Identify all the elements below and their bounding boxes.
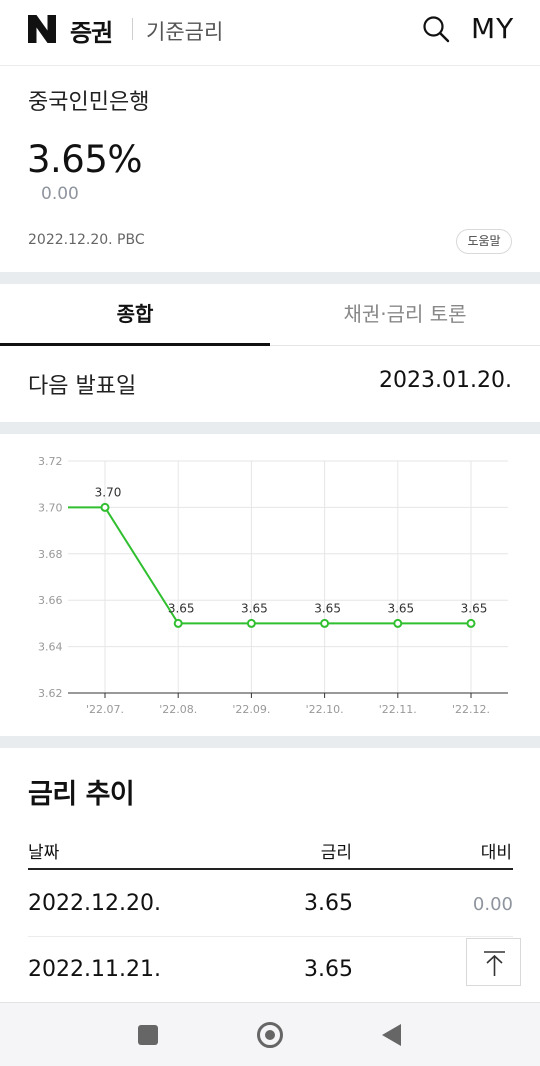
tab-bond-rate-forum[interactable]: 채권·금리 토론 <box>343 302 467 326</box>
my-button[interactable]: MY <box>471 12 515 45</box>
row-rate: 3.65 <box>304 891 353 916</box>
y-tick-label: 3.72 <box>38 455 63 468</box>
row-date: 2022.12.20. <box>28 891 161 916</box>
rate-chart-svg: 3.72 3.70 3.68 3.66 3.64 3.62 '22.07. '22.08. '2… <box>38 455 508 716</box>
rate-line-chart: 3.72 3.70 3.68 3.66 3.64 3.62 '22.07. '22.08. '2… <box>0 446 540 736</box>
data-label: 3.70 <box>95 485 122 499</box>
table-header-line <box>28 868 513 870</box>
table-row: 2022.11.21. 3.65 <box>28 937 513 1003</box>
x-tick-label: '22.11. <box>379 703 417 716</box>
data-point <box>320 618 330 628</box>
brand-title[interactable]: 증권 <box>70 19 113 47</box>
row-date: 2022.11.21. <box>28 957 161 982</box>
data-label: 3.65 <box>241 601 268 615</box>
arrow-up-to-top-icon <box>484 951 505 976</box>
x-tick-label: '22.12. <box>452 703 490 716</box>
next-release-date: 2023.01.20. <box>379 368 512 393</box>
system-nav-bar <box>0 1002 540 1066</box>
column-header-diff: 대비 <box>480 843 512 863</box>
triangle-back-icon[interactable] <box>382 1024 401 1046</box>
scroll-top-button[interactable] <box>466 938 521 986</box>
tab-bar: 종합 채권·금리 토론 <box>0 284 540 346</box>
section-divider <box>0 422 540 434</box>
y-tick-label: 3.62 <box>38 687 63 700</box>
data-label: 3.65 <box>168 601 195 615</box>
data-point <box>173 618 183 628</box>
rate-date-source: 2022.12.20. PBC <box>28 232 145 248</box>
section-title: 기준금리 <box>146 20 224 44</box>
row-rate: 3.65 <box>304 957 353 982</box>
next-release-label: 다음 발표일 <box>28 374 137 399</box>
naver-logo-icon[interactable] <box>28 13 56 45</box>
tab-overview[interactable]: 종합 <box>0 284 270 346</box>
top-bar: 증권 기준금리 MY <box>0 0 540 66</box>
data-point <box>393 618 403 628</box>
x-tick-label: '22.09. <box>232 703 270 716</box>
section-divider <box>0 736 540 748</box>
x-tick-label: '22.08. <box>159 703 197 716</box>
bank-name: 중국인민은행 <box>28 90 150 115</box>
header-divider <box>132 18 133 40</box>
y-tick-label: 3.68 <box>38 548 63 561</box>
table-row: 2022.12.20. 3.65 0.00 <box>28 871 513 937</box>
column-header-date: 날짜 <box>28 843 60 863</box>
row-diff: 0.00 <box>472 894 513 915</box>
x-tick-label: '22.07. <box>86 703 124 716</box>
data-label: 3.65 <box>387 601 414 615</box>
data-point <box>466 618 476 628</box>
circle-icon[interactable] <box>257 1022 283 1048</box>
rate-change: 0.00 <box>41 184 79 204</box>
help-button[interactable]: 도움말 <box>456 229 512 254</box>
rate-value: 3.65% <box>27 138 143 181</box>
data-point <box>100 502 110 512</box>
x-tick-label: '22.10. <box>306 703 344 716</box>
y-tick-label: 3.66 <box>38 594 63 607</box>
section-divider <box>0 272 540 284</box>
square-icon[interactable] <box>138 1025 158 1045</box>
y-tick-label: 3.64 <box>38 641 63 654</box>
data-point <box>246 618 256 628</box>
search-icon[interactable] <box>422 15 450 43</box>
data-label: 3.65 <box>461 601 488 615</box>
column-header-rate: 금리 <box>320 843 352 863</box>
data-label: 3.65 <box>314 601 341 615</box>
trend-title: 금리 추이 <box>28 779 135 810</box>
y-tick-label: 3.70 <box>38 501 63 514</box>
